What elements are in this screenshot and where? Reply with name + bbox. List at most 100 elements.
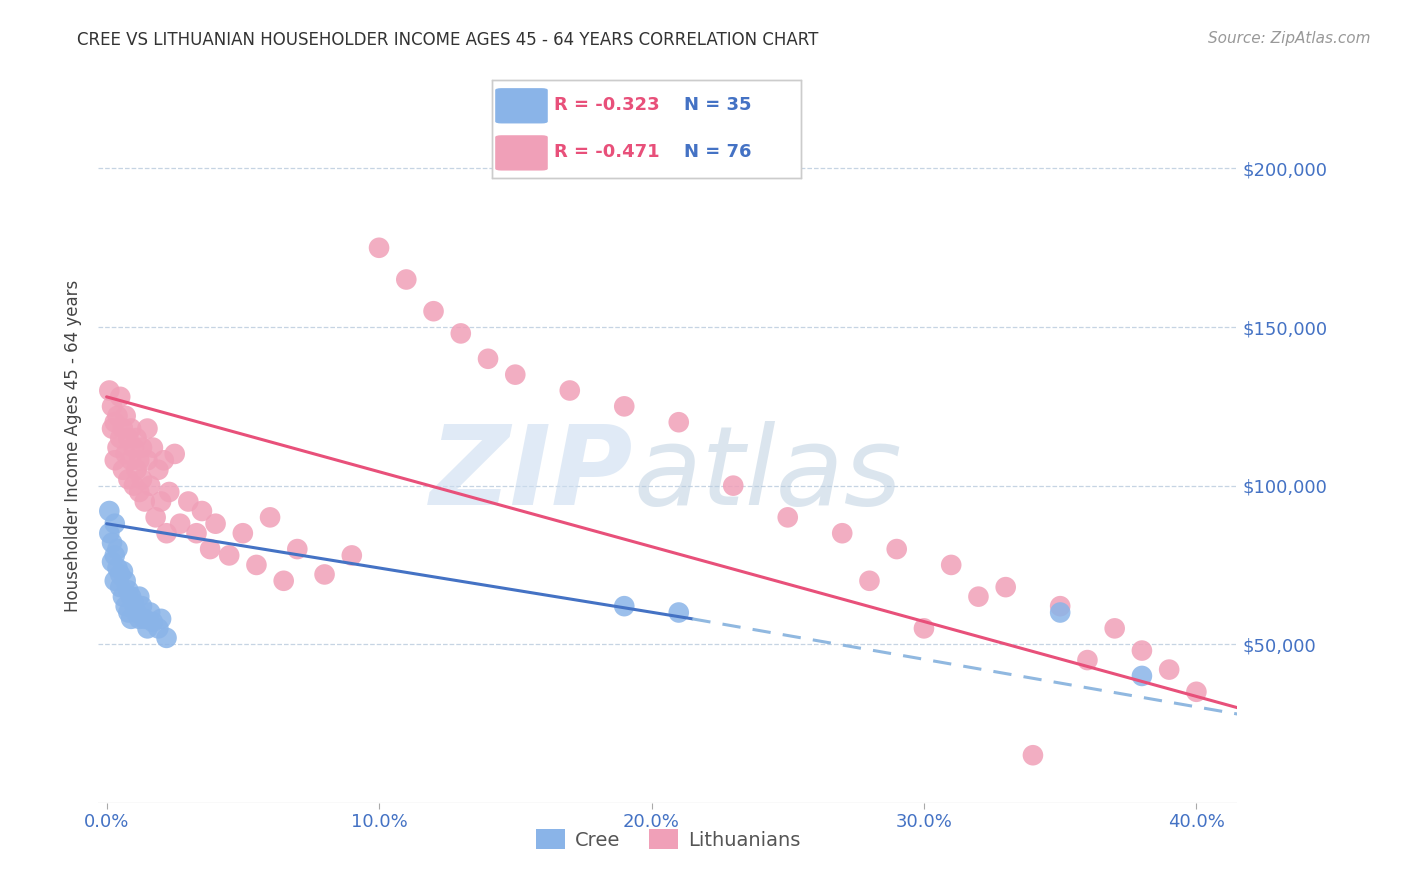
Point [120,453,142,467]
Point [110,390,132,404]
Point [723,478,745,492]
Point [259,510,281,524]
Point [368,241,391,255]
Point [111,564,134,578]
Point [104,516,127,531]
Text: R = -0.471: R = -0.471 [554,144,659,161]
Point [668,415,690,429]
Point [131,472,153,486]
Point [107,409,129,423]
Text: ZIP: ZIP [430,421,634,528]
Point [395,272,418,286]
Point [104,453,127,467]
Point [204,516,226,531]
Text: atlas: atlas [634,421,903,528]
Point [122,441,145,455]
Text: CREE VS LITHUANIAN HOUSEHOLDER INCOME AGES 45 - 64 YEARS CORRELATION CHART: CREE VS LITHUANIAN HOUSEHOLDER INCOME AG… [77,31,818,49]
Point [136,453,159,467]
Y-axis label: Householder Income Ages 45 - 64 years: Householder Income Ages 45 - 64 years [65,280,83,612]
Point [98,384,121,398]
Text: N = 35: N = 35 [683,96,751,114]
Point [107,542,129,557]
Text: R = -0.323: R = -0.323 [554,96,659,114]
Point [163,447,186,461]
Point [131,441,153,455]
Point [110,567,132,582]
Point [157,485,180,500]
Text: N = 76: N = 76 [683,144,751,161]
Point [1159,663,1181,677]
Point [117,583,139,598]
Point [139,478,162,492]
Point [422,304,444,318]
Point [994,580,1017,594]
Point [273,574,295,588]
Point [941,558,963,572]
Point [613,400,636,414]
Point [477,351,499,366]
Point [218,549,240,563]
Point [134,494,156,508]
Point [114,409,136,423]
Text: Source: ZipAtlas.com: Source: ZipAtlas.com [1208,31,1371,46]
Point [198,542,221,557]
Point [110,431,132,445]
Point [153,453,176,467]
Point [120,590,142,604]
Legend: Cree, Lithuanians: Cree, Lithuanians [527,822,808,857]
Point [125,606,148,620]
Point [1022,748,1045,763]
Point [117,431,139,445]
Point [145,510,167,524]
Point [120,612,142,626]
Point [150,612,173,626]
Point [314,567,336,582]
Point [245,558,267,572]
Point [104,415,127,429]
Point [136,621,159,635]
Point [125,431,148,445]
Point [1076,653,1098,667]
Point [1104,621,1126,635]
Point [148,621,170,635]
Point [128,612,150,626]
Point [122,478,145,492]
Point [613,599,636,614]
Point [107,441,129,455]
Point [131,599,153,614]
Point [1130,669,1153,683]
Point [668,606,690,620]
Point [285,542,308,557]
Point [139,606,162,620]
Point [155,631,177,645]
Point [110,580,132,594]
Point [104,574,127,588]
Point [232,526,254,541]
Point [111,463,134,477]
Point [1130,643,1153,657]
Point [912,621,935,635]
Point [120,421,142,435]
Point [128,590,150,604]
Point [107,561,129,575]
Point [111,421,134,435]
Point [117,472,139,486]
Point [967,590,990,604]
Point [886,542,908,557]
Point [111,590,134,604]
Point [101,421,124,435]
Point [122,596,145,610]
Point [776,510,799,524]
Point [177,494,200,508]
Point [1049,599,1071,614]
Point [858,574,880,588]
Point [450,326,472,341]
Point [186,526,208,541]
Point [150,494,173,508]
Point [169,516,191,531]
Point [128,485,150,500]
Point [155,526,177,541]
Point [142,441,165,455]
Point [101,400,124,414]
Point [114,447,136,461]
